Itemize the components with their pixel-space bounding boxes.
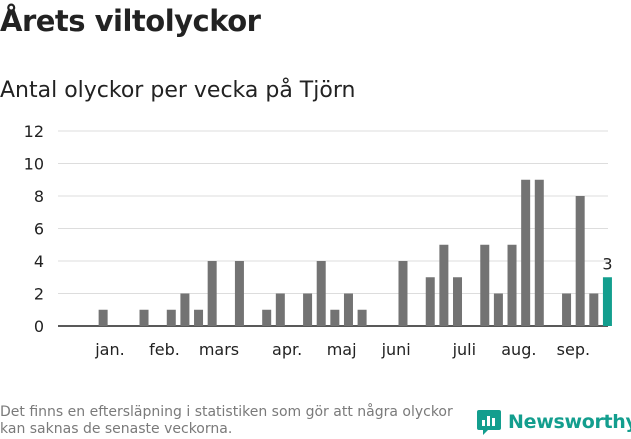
bar bbox=[98, 309, 108, 326]
x-tick-label: aug. bbox=[501, 340, 536, 359]
bar bbox=[180, 293, 190, 326]
bar bbox=[139, 309, 149, 326]
bar-chart: 0 2 4 6 8 10 12 3 jan. feb. mars apr. maj juni juli a… bbox=[24, 122, 613, 359]
bar bbox=[507, 244, 517, 326]
chart-title: Årets viltolyckor bbox=[0, 4, 261, 38]
data-labels: 3 bbox=[602, 254, 612, 273]
bar bbox=[330, 309, 340, 326]
bar bbox=[562, 293, 572, 326]
bar bbox=[534, 179, 544, 326]
data-label: 3 bbox=[602, 254, 612, 273]
brand-name: Newsworthy bbox=[508, 411, 631, 433]
chart-subtitle: Antal olyckor per vecka på Tjörn bbox=[0, 78, 356, 103]
x-tick-label: mars bbox=[199, 340, 239, 359]
bar bbox=[357, 309, 367, 326]
bars bbox=[98, 179, 612, 326]
bar bbox=[425, 277, 435, 326]
bar bbox=[316, 261, 326, 326]
x-tick-label: maj bbox=[327, 340, 357, 359]
bar bbox=[234, 261, 244, 326]
x-tick-label: jan. bbox=[94, 340, 124, 359]
bar bbox=[480, 244, 490, 326]
bar-highlight bbox=[602, 277, 612, 326]
x-tick-label: juli bbox=[452, 340, 476, 359]
bar bbox=[275, 293, 285, 326]
bar bbox=[343, 293, 353, 326]
x-tick-label: juni bbox=[381, 340, 411, 359]
bar bbox=[194, 309, 204, 326]
bar bbox=[439, 244, 449, 326]
y-tick-label: 8 bbox=[34, 187, 44, 206]
newsworthy-logo-icon bbox=[477, 410, 501, 435]
bar bbox=[493, 293, 503, 326]
y-tick-label: 6 bbox=[34, 220, 44, 239]
bar bbox=[207, 261, 217, 326]
bar bbox=[575, 196, 585, 326]
bar bbox=[166, 309, 176, 326]
bar bbox=[303, 293, 313, 326]
footnote: Det finns en eftersläpning i statistiken… bbox=[0, 404, 453, 437]
y-tick-label: 10 bbox=[24, 155, 44, 174]
x-tick-label: sep. bbox=[557, 340, 590, 359]
y-tick-label: 0 bbox=[34, 317, 44, 336]
y-tick-label: 4 bbox=[34, 252, 44, 271]
x-tick-label: apr. bbox=[272, 340, 302, 359]
y-tick-label: 2 bbox=[34, 285, 44, 304]
bar bbox=[398, 261, 408, 326]
y-tick-label: 12 bbox=[24, 122, 44, 141]
bar bbox=[589, 293, 599, 326]
bar bbox=[262, 309, 272, 326]
x-axis-ticks: jan. feb. mars apr. maj juni juli aug. sep. bbox=[94, 340, 590, 359]
bar bbox=[453, 277, 463, 326]
y-axis-ticks: 0 2 4 6 8 10 12 bbox=[24, 122, 44, 336]
bar bbox=[521, 179, 531, 326]
brand-logo: Newsworthy bbox=[476, 408, 631, 436]
x-tick-label: feb. bbox=[149, 340, 180, 359]
